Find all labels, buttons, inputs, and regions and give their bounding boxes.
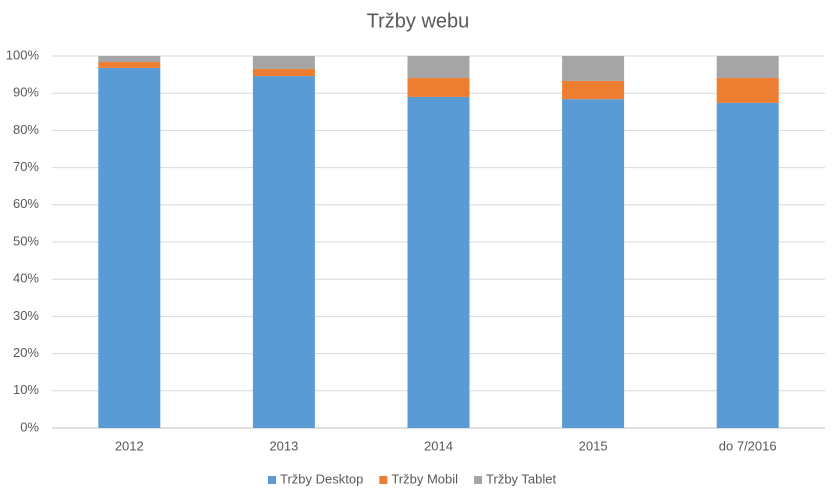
bar-segment [716, 102, 779, 428]
bar-segment [562, 80, 625, 100]
legend-label: Tržby Tablet [486, 471, 556, 486]
y-tick-label: 90% [13, 85, 39, 100]
bar-segment [716, 56, 779, 78]
x-tick-label: 2012 [115, 438, 144, 453]
bar-segment [562, 56, 625, 81]
bar-segment [98, 67, 161, 429]
y-tick-label: 80% [13, 122, 39, 137]
bar-segment [562, 99, 625, 428]
y-tick-label: 0% [20, 419, 39, 434]
y-tick-label: 60% [13, 196, 39, 211]
legend-swatch [268, 476, 276, 484]
bar-segment [407, 56, 470, 78]
chart-title: Tržby webu [367, 10, 470, 32]
y-tick-label: 50% [13, 233, 39, 248]
legend-swatch [379, 476, 388, 484]
bar-segment [716, 77, 779, 103]
y-tick-label: 10% [13, 382, 39, 397]
x-tick-label: do 7/2016 [719, 438, 777, 453]
legend-label: Tržby Mobil [391, 471, 458, 486]
bar-segment [98, 61, 161, 68]
bar-segment [98, 56, 161, 62]
bar-segment [407, 77, 470, 97]
bar-segment [252, 69, 315, 77]
x-tick-label: 2013 [269, 438, 298, 453]
y-tick-label: 40% [13, 271, 39, 286]
legend-label: Tržby Desktop [280, 471, 363, 486]
x-tick-label: 2014 [424, 438, 453, 453]
y-tick-label: 70% [13, 159, 39, 174]
y-tick-label: 100% [6, 47, 40, 62]
bar-segment [252, 76, 315, 428]
bar-segment [407, 96, 470, 429]
y-tick-label: 20% [13, 345, 39, 360]
bar-segment [252, 56, 315, 70]
y-tick-label: 30% [13, 308, 39, 323]
legend-swatch [474, 476, 483, 484]
x-tick-label: 2015 [579, 438, 608, 453]
